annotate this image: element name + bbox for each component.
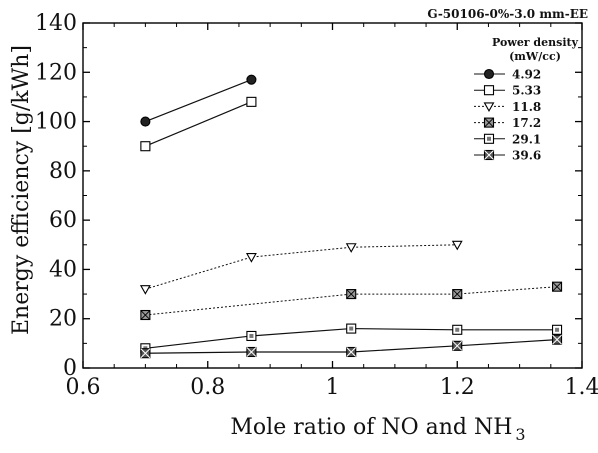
legend-entry: 4.92 xyxy=(474,68,541,82)
series-39-6 xyxy=(141,335,562,358)
marker-dot xyxy=(487,137,491,141)
data-point xyxy=(141,286,150,294)
data-point xyxy=(247,75,256,84)
series-5-33 xyxy=(141,97,256,150)
y-tick-label: 100 xyxy=(35,110,77,135)
data-point xyxy=(247,347,256,356)
legend-marker xyxy=(485,86,494,95)
x-tick-label: 1 xyxy=(326,375,340,400)
marker-dot xyxy=(555,328,559,332)
legend-marker xyxy=(485,70,494,79)
data-point xyxy=(347,290,356,299)
legend-marker xyxy=(485,134,494,143)
data-point xyxy=(141,311,150,320)
legend-entry: 29.1 xyxy=(474,132,541,146)
legend-label: 17.2 xyxy=(512,116,541,130)
y-tick-label: 60 xyxy=(49,208,77,233)
marker-dot xyxy=(349,327,353,331)
legend-label: 4.92 xyxy=(512,68,541,82)
plot-frame xyxy=(83,23,582,368)
data-point xyxy=(347,244,356,252)
marker-dot xyxy=(455,328,459,332)
legend-entry: 11.8 xyxy=(474,100,541,114)
y-tick-label: 20 xyxy=(49,307,77,332)
legend-marker xyxy=(485,151,494,160)
series-11-8 xyxy=(141,241,462,293)
x-tick-label: 1.4 xyxy=(565,375,598,400)
chart-title: G-50106-0%-3.0 mm-EE xyxy=(427,7,588,21)
legend-marker xyxy=(485,103,494,111)
data-point xyxy=(553,282,562,291)
legend-entry: 39.6 xyxy=(474,149,541,163)
data-point xyxy=(247,331,256,340)
legend-label: 11.8 xyxy=(512,100,541,114)
y-axis-title: Energy efficiency [g/kWh] xyxy=(9,45,34,335)
series-layer xyxy=(141,75,562,358)
legend-unit: (mW/cc) xyxy=(509,50,561,63)
legend-title: Power density xyxy=(492,36,579,49)
y-tick-label: 80 xyxy=(49,159,77,184)
data-point xyxy=(141,349,150,358)
data-point xyxy=(141,142,150,151)
data-point xyxy=(453,290,462,299)
legend-entry: 17.2 xyxy=(474,116,541,130)
data-point xyxy=(141,117,150,126)
data-point xyxy=(247,97,256,106)
series-17-2 xyxy=(141,282,562,319)
data-point xyxy=(247,254,256,262)
series-line xyxy=(145,245,457,289)
x-axis-title-main: Mole ratio of NO and NH xyxy=(230,415,512,440)
legend-label: 39.6 xyxy=(512,149,541,163)
marker-dot xyxy=(249,334,253,338)
legend-label: 29.1 xyxy=(512,132,541,146)
x-tick-label: 0.6 xyxy=(66,375,101,400)
series-line xyxy=(145,80,251,122)
data-point xyxy=(347,324,356,333)
legend-marker xyxy=(485,118,494,127)
series-4-92 xyxy=(141,75,256,126)
data-point xyxy=(347,347,356,356)
data-point xyxy=(553,335,562,344)
legend: Power density(mW/cc) 4.92 5.33 11.8 17.2 29.1… xyxy=(474,36,579,163)
x-tick-label: 0.8 xyxy=(190,375,225,400)
legend-label: 5.33 xyxy=(512,84,541,98)
x-axis-title-subscript: 3 xyxy=(515,425,525,444)
series-line xyxy=(145,102,251,146)
legend-entry: 5.33 xyxy=(474,84,541,98)
y-tick-label: 120 xyxy=(35,60,77,85)
x-tick-label: 1.2 xyxy=(440,375,475,400)
data-point xyxy=(453,341,462,350)
data-point xyxy=(553,325,562,334)
data-point xyxy=(453,325,462,334)
y-tick-label: 140 xyxy=(35,11,77,36)
y-tick-label: 40 xyxy=(49,257,77,282)
